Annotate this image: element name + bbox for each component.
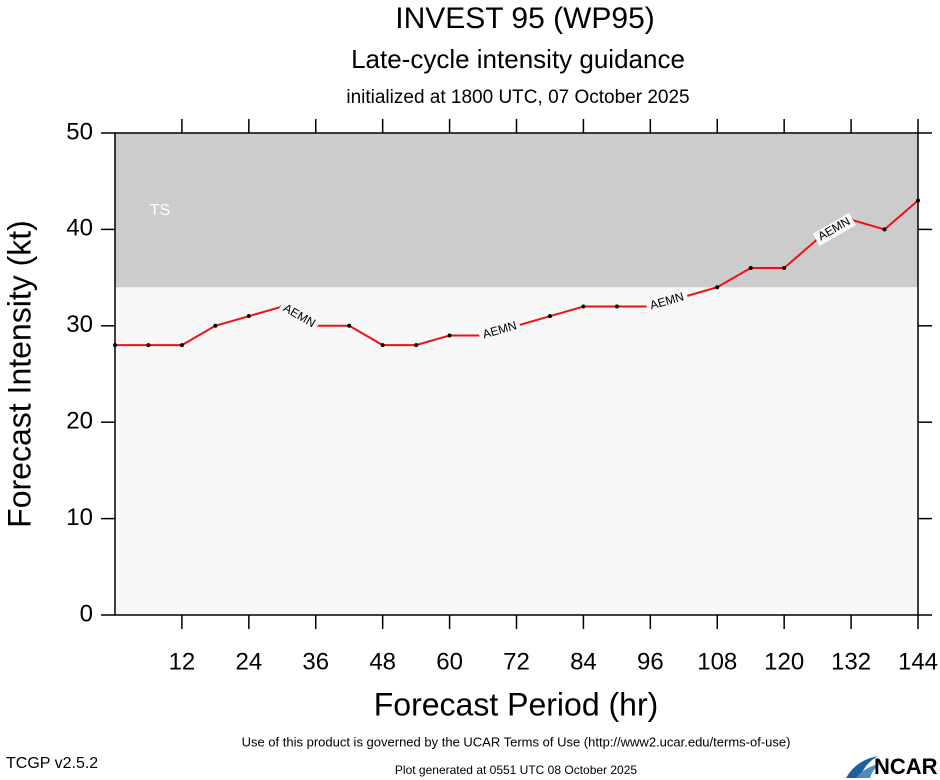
series-label-bg [277,299,321,333]
x-tick-label: 12 [169,648,196,675]
y-axis-label: Forecast Intensity (kt) [1,220,37,528]
footer-version: TCGP v2.5.2 [6,755,98,772]
y-tick-label: 30 [66,311,93,338]
chart-subtitle: Late-cycle intensity guidance [351,44,685,74]
chart-initialized: initialized at 1800 UTC, 07 October 2025 [346,87,689,108]
x-tick-label: 132 [831,648,871,675]
logo-text: NCAR [874,754,938,779]
x-tick-label: 48 [369,648,396,675]
logo: NCAR [846,754,938,779]
series-point [547,314,552,319]
series-point [414,343,419,348]
y-tick-label: 40 [66,215,93,242]
series-point [380,343,385,348]
series-label-bg [477,318,522,344]
y-tick-label: 0 [80,600,93,627]
x-tick-label: 84 [570,648,597,675]
x-tick-label: 144 [898,648,938,675]
series-point [748,265,753,270]
series-point [447,333,452,338]
series-point [347,323,352,328]
x-tick-label: 24 [235,648,262,675]
x-tick-label: 72 [503,648,530,675]
x-axis-label: Forecast Period (hr) [374,686,659,722]
y-tick-label: 20 [66,408,93,435]
chart-title: INVEST 95 (WP95) [395,2,655,35]
series-point [179,343,184,348]
series-point [213,323,218,328]
footer-terms: Use of this product is governed by the U… [242,734,791,749]
x-tick-label: 96 [637,648,664,675]
series-point [581,304,586,309]
y-tick-label: 10 [66,504,93,531]
series-point [882,227,887,232]
series-point [916,198,920,203]
footer-generated: Plot generated at 0551 UTC 08 October 20… [395,763,637,777]
y-tick-label: 50 [66,118,93,145]
band-label: TS [150,202,170,219]
x-tick-label: 60 [436,648,463,675]
series-label-bg [812,212,857,246]
x-tick-label: 108 [697,648,737,675]
x-tick-label: 120 [764,648,804,675]
intensity-band [115,133,918,288]
series-label-bg [644,289,690,315]
series-point [782,265,787,270]
series-point [146,343,151,348]
series-point [715,285,720,290]
series-point [246,314,251,319]
x-tick-label: 36 [302,648,329,675]
series-point [614,304,619,309]
series-point [113,343,117,348]
